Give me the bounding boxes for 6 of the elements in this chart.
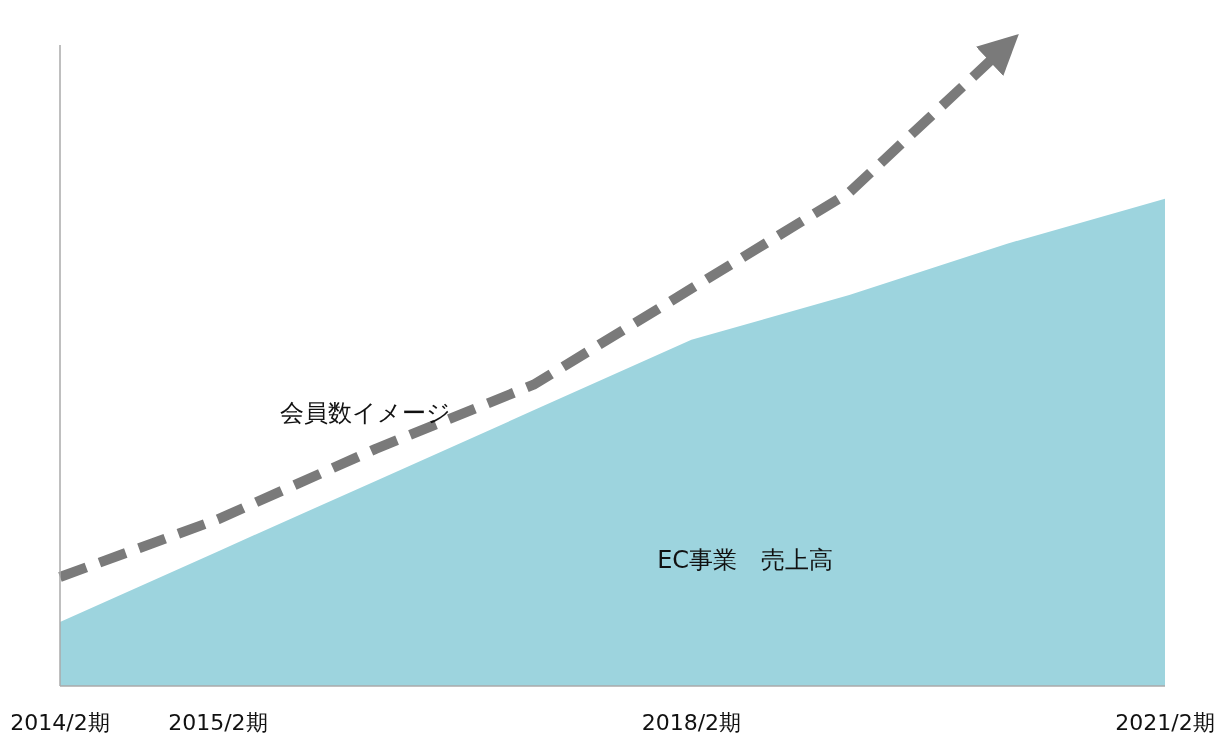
x-tick-label: 2015/2期: [168, 710, 268, 735]
x-tick-label: 2021/2期: [1115, 710, 1215, 735]
series-label: 会員数イメージ: [280, 398, 452, 427]
x-tick-label: 2014/2期: [10, 710, 110, 735]
series-label: EC事業 売上高: [657, 546, 834, 574]
x-tick-label: 2018/2期: [641, 710, 742, 735]
